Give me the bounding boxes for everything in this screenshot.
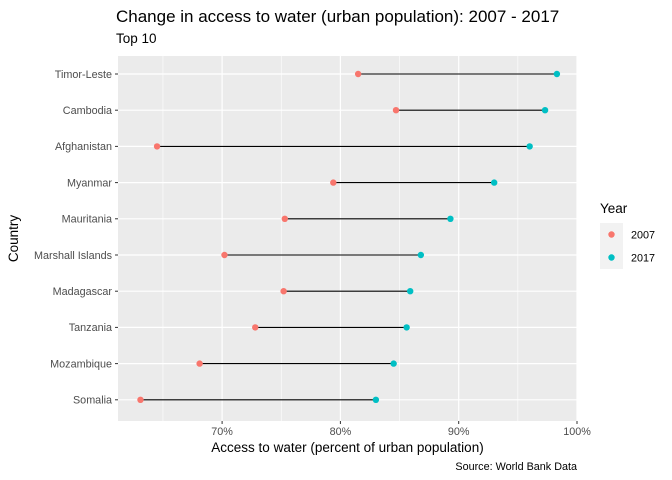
y-tick-label: Madagascar bbox=[53, 286, 113, 298]
dumbbell-segments bbox=[140, 73, 557, 401]
y-tick-label: Cambodia bbox=[63, 105, 112, 117]
y-tick-label: Timor-Leste bbox=[55, 69, 112, 81]
x-tick-label: 70% bbox=[211, 426, 233, 438]
point-2017 bbox=[403, 324, 410, 331]
point-2007 bbox=[137, 396, 144, 403]
y-axis-title: Country bbox=[6, 215, 21, 263]
point-2007 bbox=[153, 143, 161, 150]
x-axis-title: Access to water (percent of urban popula… bbox=[211, 440, 483, 455]
legend-entries: 2007 2017 bbox=[600, 223, 655, 269]
y-tick-label: Somalia bbox=[73, 395, 112, 407]
point-2017 bbox=[372, 396, 380, 403]
y-tick-label: Afghanistan bbox=[55, 141, 112, 153]
legend-title: Year bbox=[600, 201, 628, 216]
point-2007 bbox=[196, 360, 203, 367]
plot-panel bbox=[118, 56, 577, 421]
chart-caption: Source: World Bank Data bbox=[455, 461, 577, 473]
point-2007 bbox=[252, 324, 259, 331]
point-2017 bbox=[406, 288, 414, 295]
y-tick-label: Mozambique bbox=[50, 358, 112, 370]
y-tick-label: Tanzania bbox=[69, 322, 112, 334]
point-2017 bbox=[390, 360, 397, 367]
point-2007 bbox=[280, 288, 287, 295]
point-2017 bbox=[447, 215, 454, 222]
point-2007 bbox=[354, 70, 362, 78]
y-tick-label: Mauritania bbox=[62, 214, 112, 226]
point-2017 bbox=[541, 107, 549, 114]
point-2007 bbox=[221, 251, 228, 259]
legend-point-2017 bbox=[608, 254, 615, 261]
legend: Year 2007 2017 bbox=[600, 201, 655, 269]
y-axis-ticks: Timor-Leste Cambodia Afghanistan Myanmar Mau… bbox=[34, 69, 118, 407]
point-2017 bbox=[526, 143, 533, 150]
y-tick-label: Marshall Islands bbox=[34, 250, 113, 262]
chart-subtitle: Top 10 bbox=[116, 31, 157, 46]
legend-label-2017: 2017 bbox=[631, 253, 655, 265]
x-tick-label: 80% bbox=[330, 426, 352, 438]
point-2007 bbox=[281, 215, 289, 222]
point-2017 bbox=[490, 179, 498, 186]
chart-title: Change in access to water (urban populat… bbox=[116, 7, 559, 26]
x-tick-label: 100% bbox=[563, 426, 591, 438]
x-tick-label: 90% bbox=[448, 426, 470, 438]
point-2007 bbox=[392, 107, 400, 114]
point-2007 bbox=[330, 179, 337, 186]
data-points bbox=[137, 70, 561, 403]
x-axis-ticks: 70% 80% 90% 100% bbox=[211, 421, 591, 438]
legend-point-2007 bbox=[608, 231, 615, 238]
point-2017 bbox=[417, 251, 425, 259]
legend-label-2007: 2007 bbox=[631, 230, 655, 242]
point-2017 bbox=[553, 70, 561, 78]
y-tick-label: Myanmar bbox=[67, 177, 112, 189]
